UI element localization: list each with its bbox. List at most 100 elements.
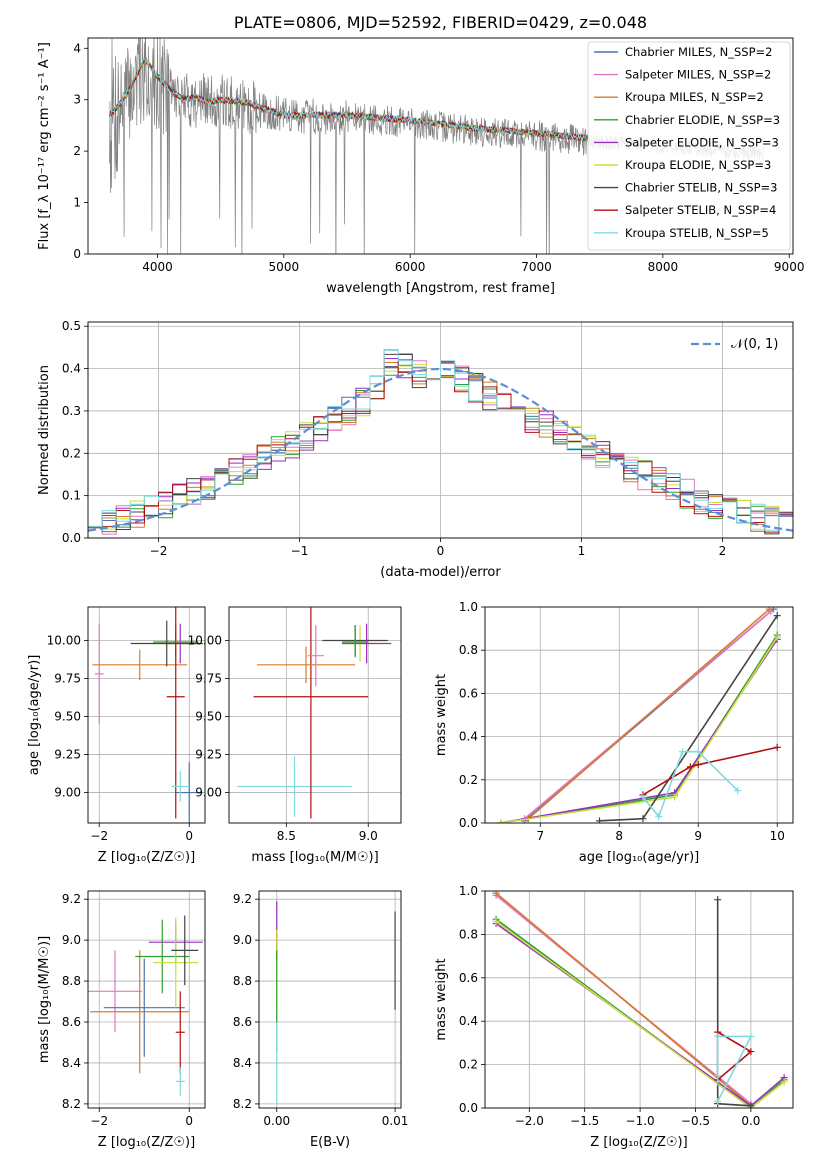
y-tick-label: 0.6 (459, 686, 478, 700)
y-tick-label: 8.2 (62, 1097, 81, 1111)
x-axis-label: mass [log₁₀(M/M☉)] (251, 850, 378, 865)
x-tick-label: −2 (150, 544, 168, 558)
mass-weight-marker (639, 815, 647, 823)
mass-vs-ebv-panel: 0.00 0.01 8.2 8.4 8.6 8.8 9.0 9.2 E(B-V) (233, 890, 409, 1150)
age-vs-Z-panel: −2 0 9.00 9.25 9.50 9.75 10.00 Z [log₁₀(Z/Z☉)] a… (27, 606, 206, 865)
mass-weight-marker (747, 1048, 755, 1056)
mass-weight-marker (596, 817, 604, 823)
y-tick-label: 3 (73, 93, 81, 107)
mass-weight-line (495, 920, 785, 1108)
mass-vs-ebv-plot-area (276, 901, 396, 1104)
y-axis-label: mass weight (434, 674, 449, 756)
mass-weight-marker (694, 761, 702, 769)
x-axis-label: Z [log₁₀(Z/Z☉)] (98, 850, 195, 865)
mass-weight-marker (686, 763, 694, 771)
y-tick-label: 0 (73, 247, 81, 261)
y-tick-label: 0.8 (459, 927, 478, 941)
x-tick-label: 8000 (648, 260, 679, 274)
y-tick-label: 9.75 (54, 671, 81, 685)
x-tick-label: −1.0 (626, 1114, 655, 1128)
y-tick-label: 8.2 (233, 1097, 252, 1111)
mass-weight-marker (714, 896, 722, 904)
legend-label: Chabrier STELIB, N_SSP=3 (625, 181, 777, 195)
y-tick-label: 9.00 (195, 786, 222, 800)
y-tick-label: 0.4 (62, 362, 81, 376)
legend-label: Salpeter ELODIE, N_SSP=3 (625, 135, 779, 149)
y-tick-label: 0.0 (459, 1101, 478, 1115)
legend-label: Salpeter MILES, N_SSP=2 (625, 68, 771, 82)
x-tick-label: 0 (185, 829, 193, 843)
y-tick-label: 8.6 (233, 1015, 252, 1029)
y-tick-label: 9.2 (62, 892, 81, 906)
x-tick-label: 2 (719, 544, 727, 558)
x-tick-label: 7 (536, 829, 544, 843)
mass-weight-marker (773, 633, 781, 641)
axes-frame (228, 606, 402, 824)
axes-frame (87, 606, 206, 824)
legend-label: Chabrier ELODIE, N_SSP=3 (625, 113, 780, 127)
x-tick-label: 0.00 (263, 1114, 290, 1128)
y-tick-label: 0.4 (459, 1014, 478, 1028)
legend-label: Chabrier MILES, N_SSP=2 (625, 45, 772, 59)
spectrum-legend: Chabrier MILES, N_SSP=2 Salpeter MILES, N… (587, 41, 791, 251)
mass-weight-marker (497, 819, 505, 823)
y-axis-label: Flux [f_λ 10⁻¹⁷ erg cm⁻² s⁻¹ A⁻¹] (37, 42, 52, 250)
legend-label: Kroupa STELIB, N_SSP=5 (625, 226, 769, 240)
x-axis-label: Z [log₁₀(Z/Z☉)] (590, 1135, 687, 1150)
mass-weight-marker (780, 1078, 788, 1086)
mass-weight-line (642, 746, 778, 796)
x-tick-label: 0 (185, 1114, 193, 1128)
mass-weight-marker (747, 1102, 755, 1108)
x-tick-label: −2 (90, 829, 108, 843)
x-tick-label: −2 (90, 1114, 108, 1128)
residuals-panel: −2 −1 0 1 2 0.0 0.1 0.2 0.3 0.4 0.5 (data-model)/er… (37, 319, 794, 580)
legend-box (587, 41, 791, 251)
mass-weight-marker (773, 743, 781, 751)
axes-frame (87, 890, 206, 1109)
mass-weight-line (495, 918, 785, 1108)
x-tick-label: 8 (615, 829, 623, 843)
x-axis-label: wavelength [Angstrom, rest frame] (326, 281, 555, 296)
spectrum-panel: 4000 5000 6000 7000 8000 9000 0 1 2 3 4 wavelength … (37, 13, 804, 296)
y-tick-label: 8.6 (62, 1015, 81, 1029)
mass-weight-line (495, 892, 752, 1107)
residual-histogram-step (88, 349, 793, 531)
mass-vs-Z-plot-area (88, 915, 203, 1096)
y-tick-label: 1.0 (459, 600, 478, 614)
x-axis-label: E(B-V) (310, 1135, 350, 1150)
legend-label: Salpeter STELIB, N_SSP=4 (625, 203, 776, 217)
mass-weight-marker (639, 793, 647, 801)
legend-label: Kroupa MILES, N_SSP=2 (625, 90, 764, 104)
y-axis-label: Normed distribution (37, 365, 52, 495)
mass-weight-marker (694, 748, 702, 756)
mass-weight-marker (678, 748, 686, 756)
spectrum-plot-area (109, 38, 765, 254)
mass-weight-marker (671, 793, 679, 801)
x-tick-label: 6000 (395, 260, 426, 274)
y-tick-label: 0.2 (62, 446, 81, 460)
mass-weight-line (642, 750, 739, 819)
y-tick-label: 9.2 (233, 892, 252, 906)
x-tick-label: −0.5 (681, 1114, 710, 1128)
x-tick-label: 9 (694, 829, 702, 843)
y-tick-label: 9.0 (62, 933, 81, 947)
axes-frame (484, 890, 794, 1109)
mass-weight-line (500, 634, 778, 823)
age-vs-mass-plot-area (237, 607, 392, 819)
y-tick-label: 0.0 (62, 531, 81, 545)
mass-weight-marker (714, 1097, 722, 1105)
mass-weight-line (527, 608, 770, 820)
x-tick-label: 0.0 (741, 1114, 760, 1128)
y-tick-label: 9.75 (195, 671, 222, 685)
age-vs-Z-plot-area (92, 607, 203, 823)
y-axis-label: mass [log₁₀(M/M☉)] (37, 936, 52, 1063)
x-axis-label: Z [log₁₀(Z/Z☉)] (98, 1135, 195, 1150)
y-tick-label: 0.4 (459, 730, 478, 744)
y-tick-label: 4 (73, 41, 81, 55)
x-tick-label: 0.01 (382, 1114, 409, 1128)
mass-weight-line (500, 638, 778, 823)
legend-label: Kroupa ELODIE, N_SSP=3 (625, 158, 771, 172)
mass-weight-marker (734, 787, 742, 795)
mass-weight-marker (714, 1071, 722, 1079)
y-tick-label: 2 (73, 144, 81, 158)
